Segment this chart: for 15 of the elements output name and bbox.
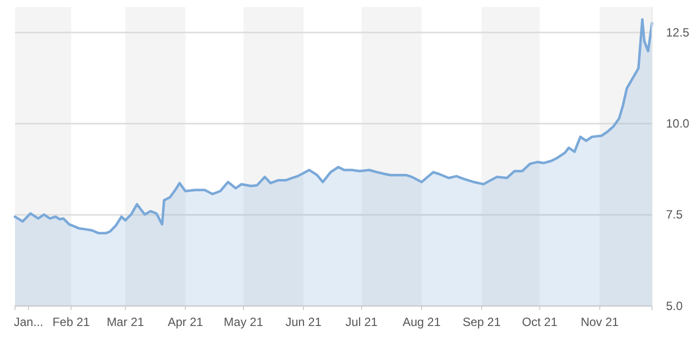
- y-tick-label: 12.5: [666, 25, 690, 40]
- x-tick-label: Sep 21: [462, 315, 501, 330]
- x-tick-label: Jan...: [14, 315, 44, 330]
- x-tick-label: Nov 21: [580, 315, 620, 330]
- x-tick-label: Apr 21: [168, 315, 204, 330]
- x-tick-label: Aug 21: [402, 315, 441, 330]
- y-tick-label: 7.5: [666, 208, 684, 222]
- x-tick-label: Mar 21: [106, 315, 144, 330]
- y-tick-label: 5.0: [666, 298, 684, 313]
- x-tick-label: Jun 21: [285, 315, 322, 330]
- x-tick-label: Feb 21: [52, 315, 90, 330]
- x-tick-label: Jul 21: [346, 315, 378, 330]
- x-tick-label: May 21: [224, 315, 264, 330]
- y-tick-label: 10.0: [666, 116, 690, 131]
- x-tick-label: Oct 21: [522, 315, 558, 330]
